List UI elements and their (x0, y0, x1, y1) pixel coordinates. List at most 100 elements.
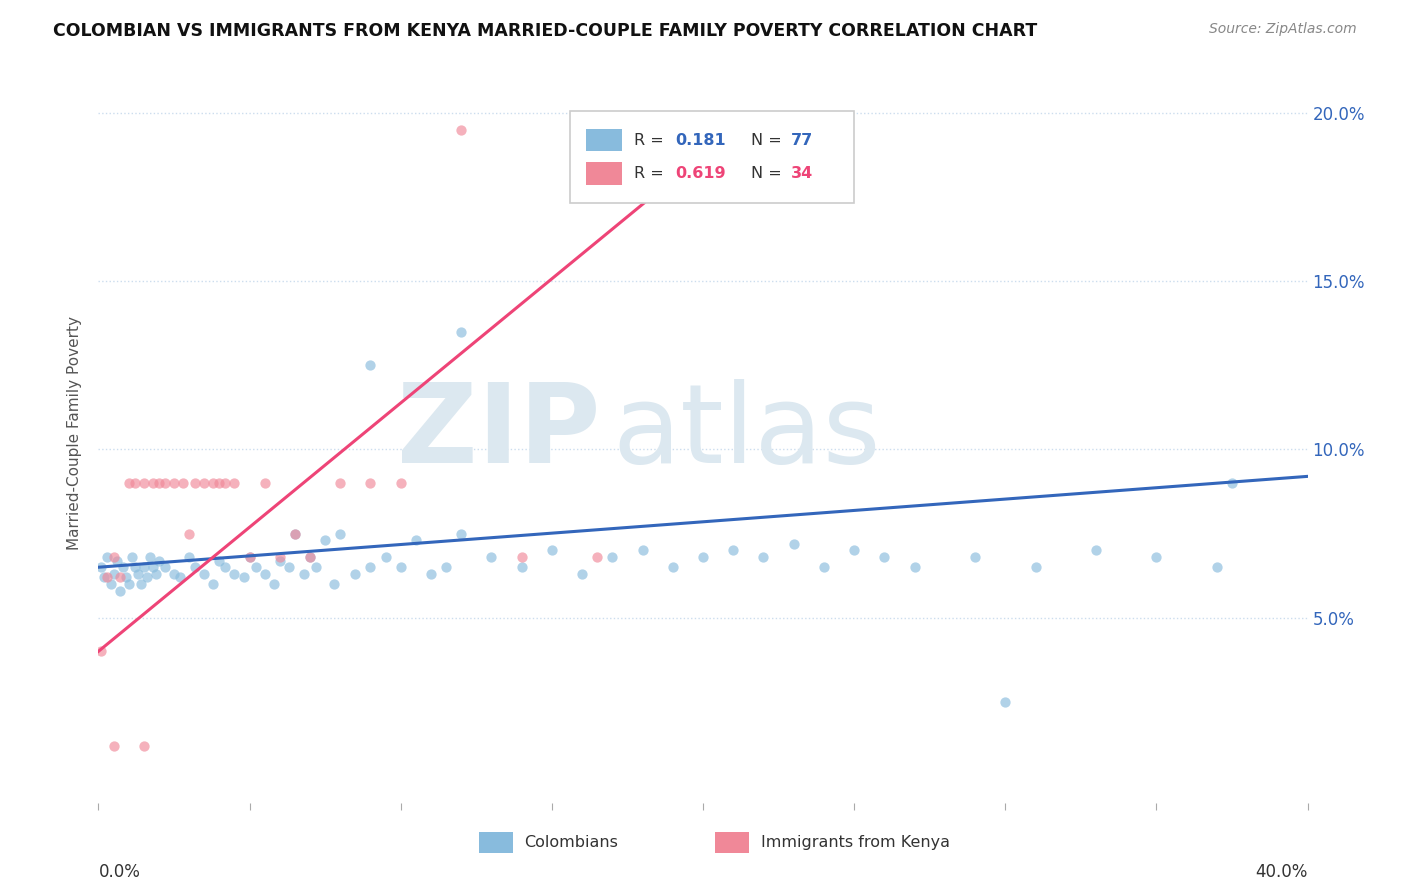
Point (202, 476, 225, 491)
Point (169, 570, 191, 584)
Point (153, 476, 176, 491)
Text: 40.0%: 40.0% (1256, 863, 1308, 881)
Point (450, 526, 472, 541)
Text: R =: R = (634, 133, 669, 148)
Point (108, 583, 131, 598)
Point (389, 476, 412, 491)
Point (329, 526, 352, 541)
Point (844, 543, 866, 558)
Point (121, 550, 143, 565)
FancyBboxPatch shape (586, 162, 621, 185)
Point (145, 566, 167, 581)
Point (124, 476, 146, 491)
Point (752, 550, 775, 565)
Point (132, 476, 155, 491)
Point (100, 577, 122, 591)
Point (813, 560, 835, 574)
Point (208, 476, 231, 491)
Point (103, 550, 125, 565)
Point (631, 122, 654, 136)
Point (1206, 560, 1229, 574)
Point (994, 695, 1017, 709)
Point (172, 476, 194, 491)
Point (450, 122, 472, 136)
Text: 77: 77 (792, 133, 814, 148)
Point (105, 553, 128, 567)
Point (118, 577, 141, 591)
Point (90, 560, 112, 574)
Text: N =: N = (751, 133, 787, 148)
Point (239, 550, 262, 565)
Point (405, 533, 427, 548)
Point (103, 739, 125, 753)
Text: Source: ZipAtlas.com: Source: ZipAtlas.com (1209, 22, 1357, 37)
Point (299, 550, 322, 565)
FancyBboxPatch shape (479, 832, 513, 853)
Text: atlas: atlas (613, 379, 880, 486)
Point (263, 577, 285, 591)
Text: 34: 34 (792, 166, 814, 181)
Point (193, 566, 215, 581)
Point (224, 476, 246, 491)
Point (323, 577, 346, 591)
Point (360, 476, 382, 491)
Point (360, 359, 382, 373)
Point (1220, 476, 1243, 491)
Point (245, 560, 267, 574)
Point (111, 560, 134, 574)
Point (96, 570, 118, 584)
Point (103, 566, 125, 581)
Point (873, 550, 896, 565)
Text: ZIP: ZIP (396, 379, 600, 486)
Point (292, 566, 315, 581)
Point (208, 553, 231, 567)
Point (602, 550, 624, 565)
Point (277, 560, 299, 574)
Point (148, 476, 170, 491)
Point (114, 570, 136, 584)
Text: 0.181: 0.181 (675, 133, 725, 148)
Point (571, 566, 593, 581)
Text: Colombians: Colombians (524, 835, 617, 850)
Point (631, 543, 654, 558)
Text: Immigrants from Kenya: Immigrants from Kenya (761, 835, 950, 850)
Point (1144, 550, 1167, 565)
Text: R =: R = (634, 166, 669, 181)
Point (179, 550, 201, 565)
Point (163, 476, 186, 491)
Point (965, 550, 987, 565)
Point (142, 560, 165, 574)
Point (450, 325, 472, 339)
Text: COLOMBIAN VS IMMIGRANTS FROM KENYA MARRIED-COUPLE FAMILY POVERTY CORRELATION CHA: COLOMBIAN VS IMMIGRANTS FROM KENYA MARRI… (53, 22, 1038, 40)
Point (214, 560, 236, 574)
Point (540, 543, 562, 558)
Point (661, 560, 683, 574)
Point (153, 560, 176, 574)
Point (510, 550, 533, 565)
Point (193, 476, 215, 491)
Point (420, 566, 443, 581)
Point (305, 560, 328, 574)
Point (214, 476, 236, 491)
Point (224, 566, 246, 581)
Point (510, 560, 533, 574)
Text: N =: N = (751, 166, 787, 181)
Point (299, 550, 322, 565)
Point (108, 570, 131, 584)
Point (142, 476, 165, 491)
Point (132, 739, 155, 753)
Point (179, 526, 201, 541)
Point (481, 550, 503, 565)
Point (90, 644, 112, 658)
FancyBboxPatch shape (586, 129, 621, 152)
Point (184, 560, 207, 574)
Point (723, 190, 745, 204)
Point (904, 560, 927, 574)
Point (284, 526, 307, 541)
Point (586, 550, 609, 565)
Y-axis label: Married-Couple Family Poverty: Married-Couple Family Poverty (67, 316, 83, 549)
Point (253, 476, 276, 491)
Point (96, 550, 118, 565)
Point (360, 560, 382, 574)
Point (93, 570, 115, 584)
